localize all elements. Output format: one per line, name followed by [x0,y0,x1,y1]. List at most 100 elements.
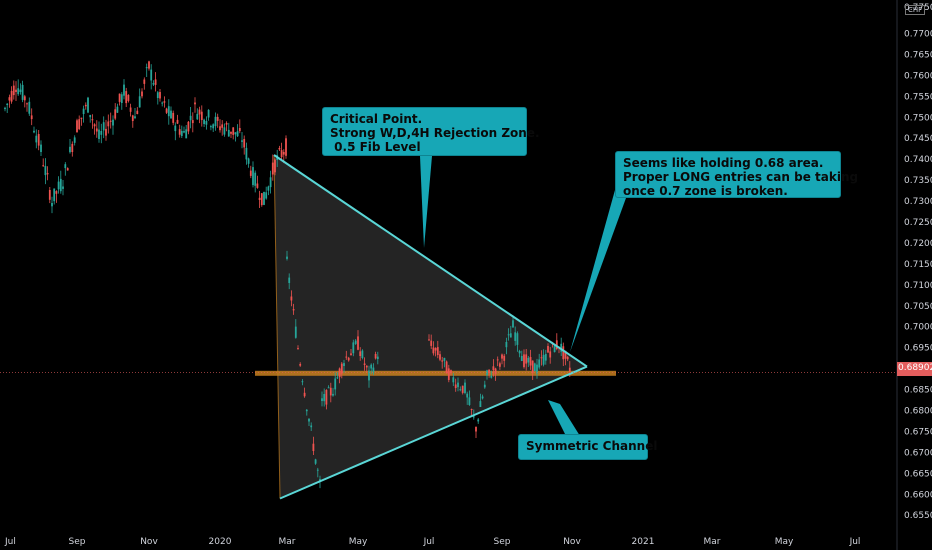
candle [107,114,110,134]
support-zone-bar[interactable] [255,370,616,376]
candle [129,103,132,117]
current-price-label: 0.68902 [898,363,932,373]
candle [529,349,532,370]
candle [432,341,435,356]
candle [475,426,477,438]
candlestick-series [4,60,571,489]
candle [359,347,362,361]
callout-symmetric-channel[interactable]: Symmetric Channel [518,434,657,460]
candle [507,328,510,341]
price-tick-label: 0.74000 [904,155,932,165]
candle [35,129,38,149]
candle [230,131,232,138]
candle [305,409,308,416]
candle [350,349,352,356]
candle [499,361,501,370]
candle [443,357,446,368]
price-tick-label: 0.69500 [904,344,932,354]
candle [116,103,119,113]
price-tick-label: 0.65500 [904,511,932,521]
time-tick-label: Mar [279,537,296,547]
candle [372,363,375,375]
callout-pointers [420,156,626,436]
callout-critical-point[interactable]: Critical Point. Strong W,D,4H Rejection … [322,107,540,156]
candle [562,342,565,366]
candle [131,114,134,128]
candle [269,170,272,194]
candle [118,93,121,106]
candle [531,360,534,380]
candle [297,345,299,350]
candle [234,132,237,142]
candle [69,139,71,154]
candle [245,142,248,165]
candle [23,94,26,108]
time-tick-label: Sep [69,537,86,547]
candle [294,319,297,339]
callout-holding-area[interactable]: Seems like holding 0.68 area. Proper LON… [615,151,858,198]
time-tick-label: Jul [423,537,435,547]
candle [71,141,74,157]
candle [370,363,373,375]
candle [490,370,493,379]
candle [154,72,157,92]
price-tick-label: 0.71000 [904,281,932,291]
candle [114,103,117,121]
time-tick-label: Nov [140,537,158,547]
candle [514,326,517,346]
time-axis[interactable]: Jul Sep Nov 2020 Mar May Jul Sep Nov 2021 Mar May Ju… [4,537,860,547]
candle [447,364,450,383]
candle [125,87,128,107]
candle [93,123,96,135]
candle [560,337,563,356]
candle [312,436,315,455]
lower-trendline[interactable] [279,365,588,500]
price-tick-label: 0.75000 [904,113,932,123]
candle [53,188,56,205]
candle [258,190,261,208]
candle [492,359,495,377]
candle [525,349,528,371]
candle [238,119,241,134]
candle [321,391,323,407]
candle [40,140,42,156]
candle [136,107,139,115]
candle [216,113,219,128]
candle [62,180,64,196]
candle [127,94,130,103]
candle [66,167,69,171]
callout-critical-pointer [420,156,432,248]
candle [288,273,291,290]
candle [189,107,192,129]
candle [55,190,58,203]
price-tick-label: 0.71500 [904,260,932,270]
candle [436,340,439,359]
candle [365,365,368,373]
price-tick-label: 0.67500 [904,428,932,438]
candle [44,158,47,185]
candle [205,116,208,130]
candle [260,193,263,207]
candle [452,373,455,386]
candle [374,351,377,360]
candle [509,325,512,338]
candle [254,170,257,193]
price-tick-label: 0.67000 [904,448,932,458]
candle [87,96,89,114]
price-tick-label: 0.76000 [904,71,932,81]
currency-badge[interactable]: CHF [905,5,926,15]
price-tick-label: 0.72000 [904,239,932,249]
candle [332,387,334,397]
candle [439,350,441,362]
candle [357,330,359,351]
candle [236,124,239,137]
candle [163,96,166,108]
upper-trendline[interactable] [273,154,588,368]
candle [533,362,536,372]
candle [91,114,94,129]
price-tick-label: 0.77500 [904,3,932,13]
callout-holding-pointer [570,190,626,352]
candle [48,187,51,204]
